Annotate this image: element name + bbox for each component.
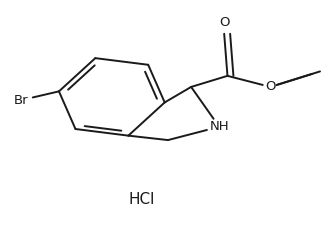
Text: Br: Br: [14, 94, 28, 107]
Text: HCl: HCl: [128, 192, 155, 207]
Text: NH: NH: [209, 120, 229, 133]
Text: O: O: [219, 16, 229, 29]
Text: O: O: [265, 80, 276, 94]
